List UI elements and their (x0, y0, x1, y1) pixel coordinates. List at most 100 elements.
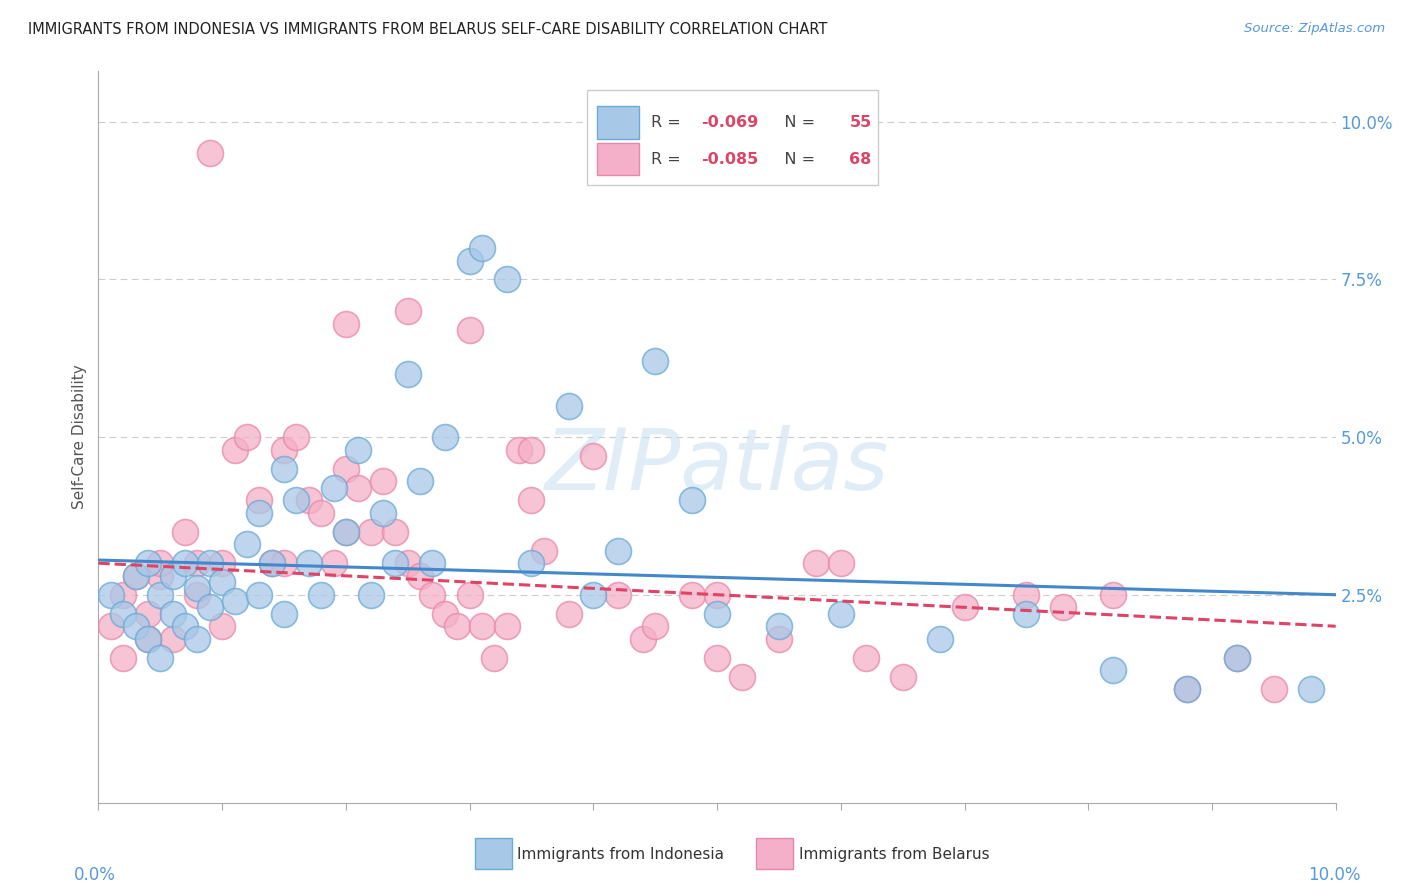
Point (360, 524, 382, 539)
Point (582, 449, 605, 463)
Point (681, 493, 703, 508)
Point (396, 304, 419, 318)
Point (953, 600, 976, 615)
Text: 0.0%: 0.0% (73, 866, 115, 884)
Point (706, 607, 728, 621)
Point (112, 607, 135, 621)
Point (124, 569, 146, 583)
Text: 68: 68 (849, 152, 872, 167)
Point (285, 430, 308, 444)
Point (162, 569, 184, 583)
Point (458, 323, 481, 337)
Point (804, 556, 827, 570)
Point (891, 670, 914, 684)
Point (347, 442, 370, 457)
Point (557, 399, 579, 413)
Point (211, 556, 233, 570)
Point (1263, 682, 1285, 697)
Point (136, 556, 159, 570)
Text: Immigrants from Indonesia: Immigrants from Indonesia (517, 847, 724, 862)
Text: N =: N = (769, 115, 820, 130)
Point (124, 569, 146, 583)
Point (446, 619, 468, 633)
Text: N =: N = (769, 152, 820, 167)
Point (396, 367, 419, 381)
Point (309, 588, 332, 602)
Point (186, 556, 208, 570)
Point (396, 556, 419, 570)
Point (236, 430, 259, 444)
Text: R =: R = (651, 115, 686, 130)
Point (1226, 650, 1249, 665)
FancyBboxPatch shape (598, 106, 640, 138)
Point (149, 569, 172, 583)
FancyBboxPatch shape (588, 90, 877, 185)
Point (471, 619, 494, 633)
Point (273, 461, 295, 475)
Point (484, 650, 506, 665)
Text: -0.069: -0.069 (702, 115, 758, 130)
Text: IMMIGRANTS FROM INDONESIA VS IMMIGRANTS FROM BELARUS SELF-CARE DISABILITY CORREL: IMMIGRANTS FROM INDONESIA VS IMMIGRANTS … (28, 22, 828, 37)
Point (458, 588, 481, 602)
Text: -0.085: -0.085 (702, 152, 758, 167)
Point (260, 556, 283, 570)
Point (335, 317, 357, 331)
Point (520, 556, 543, 570)
Point (631, 632, 654, 646)
Point (335, 524, 357, 539)
Point (247, 506, 270, 520)
Point (211, 619, 233, 633)
Point (149, 650, 172, 665)
Point (458, 253, 481, 268)
Point (100, 588, 122, 602)
Y-axis label: Self-Care Disability: Self-Care Disability (72, 365, 87, 509)
Point (1102, 664, 1125, 678)
Point (557, 607, 579, 621)
Point (1226, 650, 1249, 665)
Point (433, 430, 456, 444)
Point (124, 619, 146, 633)
Point (100, 619, 122, 633)
Point (247, 588, 270, 602)
Point (409, 474, 432, 488)
Point (162, 632, 184, 646)
Point (731, 670, 754, 684)
Point (162, 607, 184, 621)
Point (533, 543, 555, 558)
Point (149, 588, 172, 602)
Point (136, 607, 159, 621)
Point (508, 442, 530, 457)
Point (644, 619, 666, 633)
Point (260, 556, 283, 570)
Point (247, 493, 270, 508)
Point (520, 493, 543, 508)
Point (706, 650, 728, 665)
Point (384, 556, 406, 570)
Point (112, 650, 135, 665)
Point (224, 442, 246, 457)
Point (422, 588, 444, 602)
Point (198, 600, 221, 615)
Text: Source: ZipAtlas.com: Source: ZipAtlas.com (1244, 22, 1385, 36)
Point (335, 461, 357, 475)
Point (1102, 588, 1125, 602)
Point (706, 588, 728, 602)
Text: R =: R = (651, 152, 686, 167)
Point (607, 588, 630, 602)
Point (298, 493, 321, 508)
Text: 10.0%: 10.0% (1308, 866, 1361, 884)
Point (371, 506, 394, 520)
Point (495, 272, 517, 286)
Point (347, 481, 370, 495)
Point (285, 493, 308, 508)
Point (136, 632, 159, 646)
Point (1175, 682, 1198, 697)
Point (186, 632, 208, 646)
Point (211, 575, 233, 590)
Text: ZIPatlas: ZIPatlas (546, 425, 889, 508)
Point (582, 588, 605, 602)
Point (186, 588, 208, 602)
Point (928, 632, 950, 646)
Point (409, 569, 432, 583)
Point (433, 607, 456, 621)
